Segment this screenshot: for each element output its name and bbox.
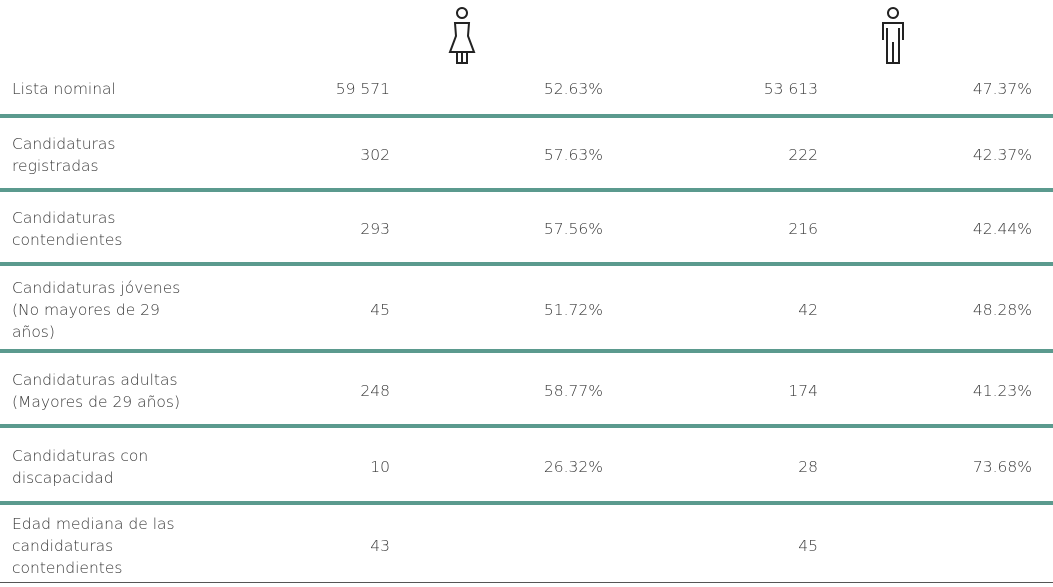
cell-value: 52.63% bbox=[543, 80, 603, 98]
cell-value: 59 571 bbox=[335, 80, 390, 98]
female-icon bbox=[448, 7, 476, 64]
cell-value: 293 bbox=[360, 220, 390, 238]
cell-value: 73.68% bbox=[972, 457, 1032, 476]
table-row: Edad mediana de las candidaturas contend… bbox=[0, 509, 1053, 583]
table-row: Lista nominal 59 571 52.63% 53 613 47.37% bbox=[0, 64, 1053, 118]
cell-value: 26.32% bbox=[543, 457, 603, 476]
cell-value: 216 bbox=[788, 220, 818, 238]
cell-value: 45 bbox=[370, 300, 390, 319]
row-label: Candidaturas contendientes bbox=[12, 209, 123, 249]
row-label: Candidaturas jóvenes (No mayores de 29 a… bbox=[12, 278, 181, 341]
cell-value: 45 bbox=[798, 536, 818, 555]
row-label: Edad mediana de las candidaturas contend… bbox=[12, 514, 175, 577]
row-label: Candidaturas adultas (Mayores de 29 años… bbox=[12, 370, 181, 411]
table-row: Candidaturas registradas 302 57.63% 222 42.3… bbox=[0, 122, 1053, 192]
table-row: Candidaturas adultas (Mayores de 29 años… bbox=[0, 357, 1053, 428]
table-row: Candidaturas jóvenes (No mayores de 29 a… bbox=[0, 270, 1053, 353]
cell-value: 248 bbox=[360, 381, 390, 400]
cell-value: 58.77% bbox=[543, 381, 603, 400]
cell-value: 42.44% bbox=[972, 220, 1032, 238]
cell-value: 51.72% bbox=[543, 300, 603, 319]
cell-value: 10 bbox=[370, 457, 390, 476]
table-row: Candidaturas con discapacidad 10 26.32% 28 7… bbox=[0, 432, 1053, 505]
row-label: Candidaturas con discapacidad bbox=[12, 446, 149, 487]
cell-value: 42 bbox=[798, 300, 818, 319]
cell-value: 53 613 bbox=[763, 80, 818, 98]
cell-value: 28 bbox=[798, 457, 818, 476]
cell-value: 41.23% bbox=[972, 381, 1032, 400]
male-icon bbox=[882, 7, 904, 64]
cell-value: 302 bbox=[360, 146, 390, 164]
row-label: Candidaturas registradas bbox=[12, 135, 116, 175]
cell-value: 222 bbox=[788, 146, 818, 164]
row-label: Lista nominal bbox=[12, 80, 116, 98]
table-row: Candidaturas contendientes 293 57.56% 216 42… bbox=[0, 196, 1053, 266]
cell-value: 48.28% bbox=[972, 300, 1032, 319]
cell-value: 174 bbox=[788, 381, 818, 400]
cell-value: 57.56% bbox=[543, 220, 603, 238]
cell-value: 42.37% bbox=[972, 146, 1032, 164]
cell-value: 57.63% bbox=[543, 146, 603, 164]
cell-value: 43 bbox=[370, 536, 390, 555]
cell-value: 47.37% bbox=[972, 80, 1032, 98]
